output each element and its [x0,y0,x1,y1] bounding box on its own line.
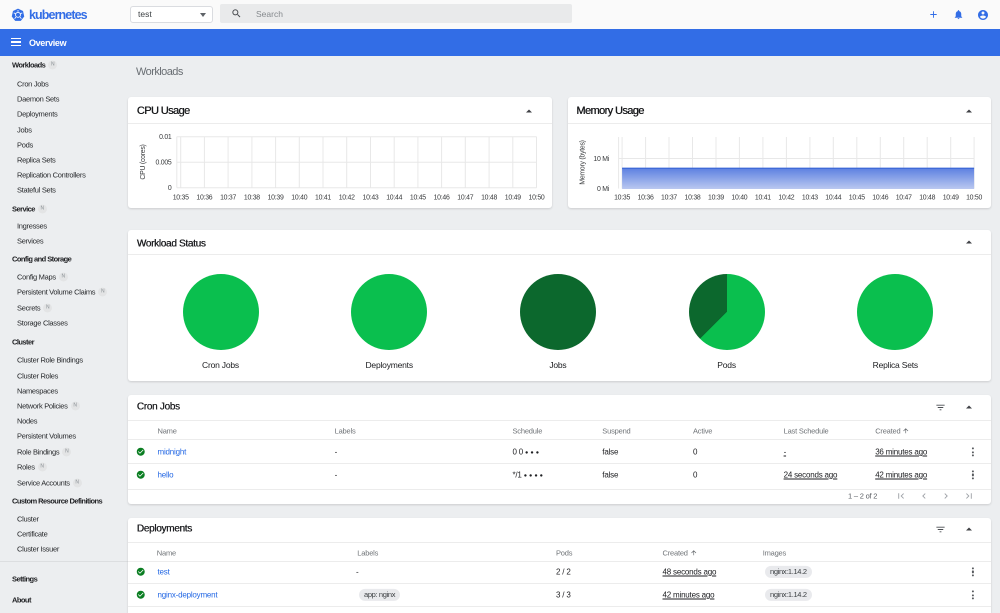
svg-text:10:40: 10:40 [291,194,307,201]
svg-text:10:35: 10:35 [173,194,189,201]
svg-text:10:39: 10:39 [708,194,724,201]
svg-text:10:46: 10:46 [434,194,450,201]
svg-text:10:45: 10:45 [848,194,864,201]
svg-text:10:38: 10:38 [244,194,260,201]
svg-text:10:46: 10:46 [872,194,888,201]
svg-text:0.005: 0.005 [156,159,172,166]
svg-text:0: 0 [168,185,172,192]
svg-text:10:36: 10:36 [196,194,212,201]
svg-text:0.01: 0.01 [159,134,172,141]
svg-text:10 Mi: 10 Mi [593,156,609,163]
svg-text:10:37: 10:37 [220,194,236,201]
svg-text:10:37: 10:37 [661,194,677,201]
svg-text:10:44: 10:44 [825,194,841,201]
svg-text:10:42: 10:42 [778,194,794,201]
svg-text:10:40: 10:40 [731,194,747,201]
svg-text:10:49: 10:49 [942,194,958,201]
svg-text:10:43: 10:43 [801,194,817,201]
svg-text:10:49: 10:49 [505,194,521,201]
svg-text:10:44: 10:44 [386,194,402,201]
svg-text:10:47: 10:47 [457,194,473,201]
svg-text:CPU (cores): CPU (cores) [140,144,147,179]
svg-text:10:38: 10:38 [684,194,700,201]
svg-text:10:41: 10:41 [754,194,770,201]
svg-text:10:36: 10:36 [637,194,653,201]
svg-text:0 Mi: 0 Mi [596,186,609,193]
svg-text:Memory (bytes): Memory (bytes) [579,140,586,184]
svg-text:10:41: 10:41 [315,194,331,201]
svg-text:10:47: 10:47 [895,194,911,201]
svg-text:10:50: 10:50 [966,194,982,201]
svg-text:10:48: 10:48 [481,194,497,201]
svg-text:10:50: 10:50 [529,194,545,201]
svg-text:10:45: 10:45 [410,194,426,201]
svg-text:10:42: 10:42 [339,194,355,201]
svg-text:10:43: 10:43 [363,194,379,201]
svg-text:10:39: 10:39 [268,194,284,201]
svg-text:10:48: 10:48 [919,194,935,201]
svg-text:10:35: 10:35 [614,194,630,201]
